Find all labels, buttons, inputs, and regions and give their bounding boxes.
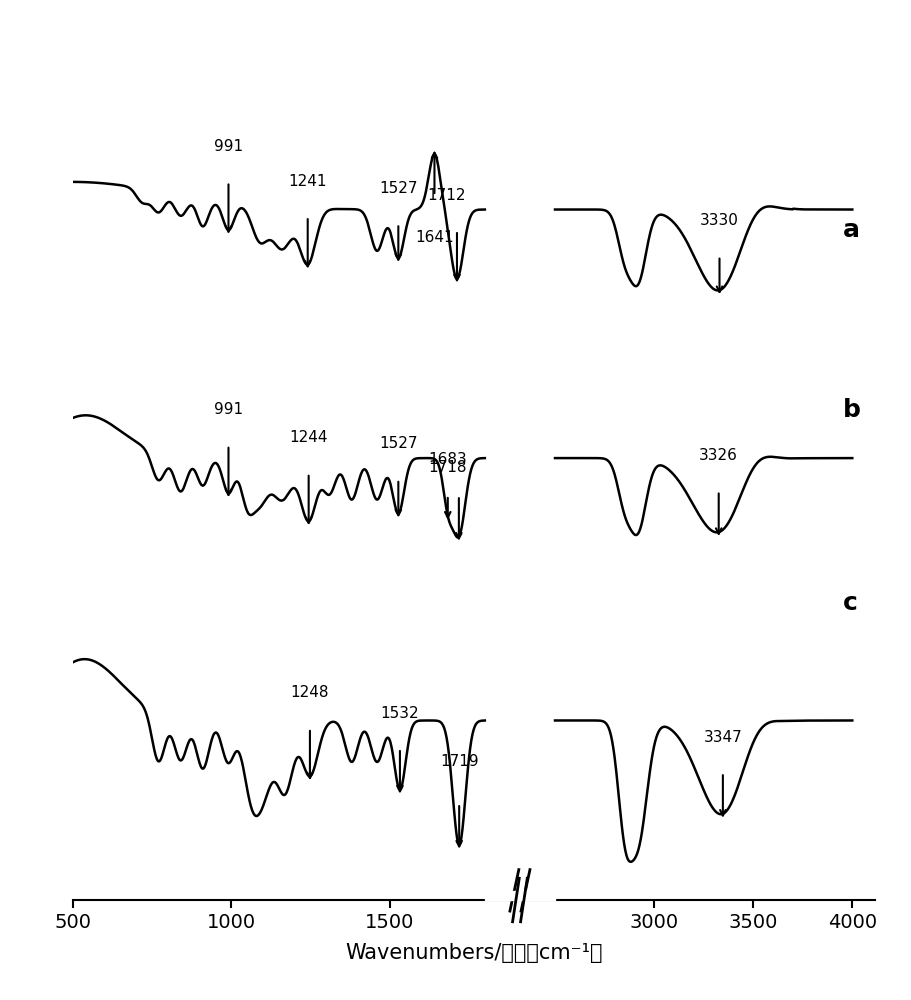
Text: 991: 991 [214, 402, 243, 417]
Text: 1683: 1683 [428, 452, 467, 467]
Text: 1719: 1719 [440, 754, 478, 769]
Text: a: a [843, 218, 859, 242]
Text: 1641: 1641 [415, 230, 454, 245]
Text: 1527: 1527 [379, 436, 417, 451]
Text: 1712: 1712 [427, 188, 466, 203]
Text: 1248: 1248 [291, 685, 329, 700]
Text: 1241: 1241 [289, 174, 327, 189]
Text: c: c [843, 591, 857, 615]
Text: 1532: 1532 [381, 706, 419, 721]
Text: 3326: 3326 [700, 448, 738, 463]
Text: b: b [843, 398, 860, 422]
X-axis label: Wavenumbers/波数（cm⁻¹）: Wavenumbers/波数（cm⁻¹） [345, 943, 602, 963]
Text: 1718: 1718 [428, 460, 467, 475]
Text: 991: 991 [214, 139, 243, 154]
Text: 1527: 1527 [379, 181, 417, 196]
Text: 3347: 3347 [703, 730, 742, 745]
Text: 3330: 3330 [700, 213, 739, 228]
Bar [485, 891, 555, 900]
Text: 1244: 1244 [290, 430, 328, 445]
